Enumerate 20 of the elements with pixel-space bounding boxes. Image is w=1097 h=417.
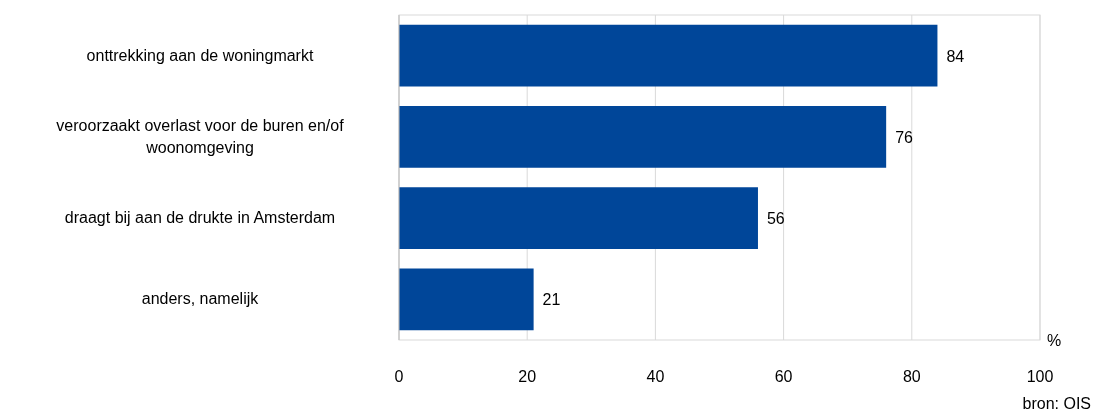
x-tick-label: 60 <box>774 368 793 385</box>
bar <box>399 106 887 168</box>
x-axis-title: % <box>1046 332 1062 349</box>
data-label: 56 <box>766 210 785 228</box>
data-label: 76 <box>895 128 914 146</box>
x-tick-label: 0 <box>394 368 404 385</box>
bar <box>399 187 758 249</box>
x-tick-label: 80 <box>902 368 921 385</box>
x-tick-label: 20 <box>518 368 537 385</box>
y-tick-label: anders, namelijk <box>141 290 260 308</box>
y-tick-label: draagt bij aan de drukte in Amsterdam <box>64 209 336 227</box>
bar <box>399 268 534 331</box>
x-tick-label: 40 <box>646 368 665 385</box>
y-tick-label: onttrekking aan de woningmarkt <box>86 46 314 64</box>
bar <box>399 24 938 87</box>
y-tick-label: veroorzaakt overlast voor de buren en/of woonomgeving <box>56 116 345 156</box>
data-label: 21 <box>542 291 561 309</box>
text: bron: OIS <box>1022 395 1091 412</box>
x-tick-label: 100 <box>1026 368 1054 385</box>
data-label: 84 <box>946 47 965 65</box>
